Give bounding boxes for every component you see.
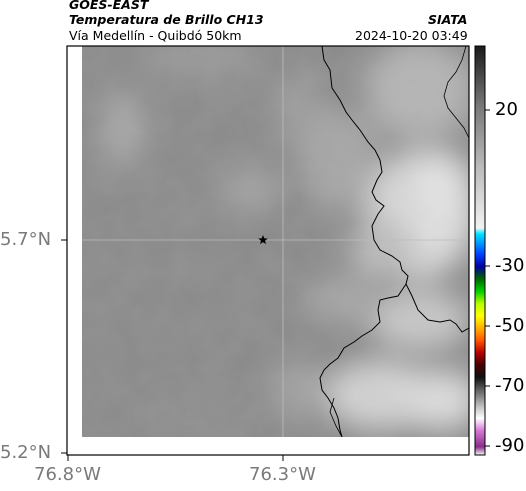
lat-tick-label: 5.2°N: [0, 442, 52, 463]
star-marker-icon: [258, 235, 268, 245]
lat-tick-label: 5.7°N: [0, 229, 52, 250]
timestamp-label: 2024-10-20 03:49: [355, 28, 468, 43]
municipal-boundary-ne: [443, 46, 469, 139]
lon-tick-label: 76.3°W: [249, 464, 316, 485]
colorbar-label: 20: [495, 99, 518, 120]
department-boundary: [319, 46, 409, 437]
brightness-temperature-image: [82, 46, 469, 437]
lon-tick-label: 76.8°W: [34, 464, 101, 485]
colorbar-label: -90: [495, 435, 525, 456]
department-boundary-east: [405, 283, 469, 333]
region-subtitle: Vía Medellín - Quibdó 50km: [69, 28, 242, 43]
colorbar-label: -70: [495, 375, 525, 396]
colorbar-label: -50: [495, 315, 525, 336]
agency-label: SIATA: [428, 12, 468, 27]
product-title: Temperatura de Brillo CH13: [69, 12, 264, 27]
satellite-title: GOES-EAST: [69, 0, 149, 12]
map-frame: [66, 45, 470, 456]
municipal-boundary-se: [329, 397, 343, 437]
colorbar: [474, 45, 486, 456]
colorbar-label: -30: [495, 255, 525, 276]
